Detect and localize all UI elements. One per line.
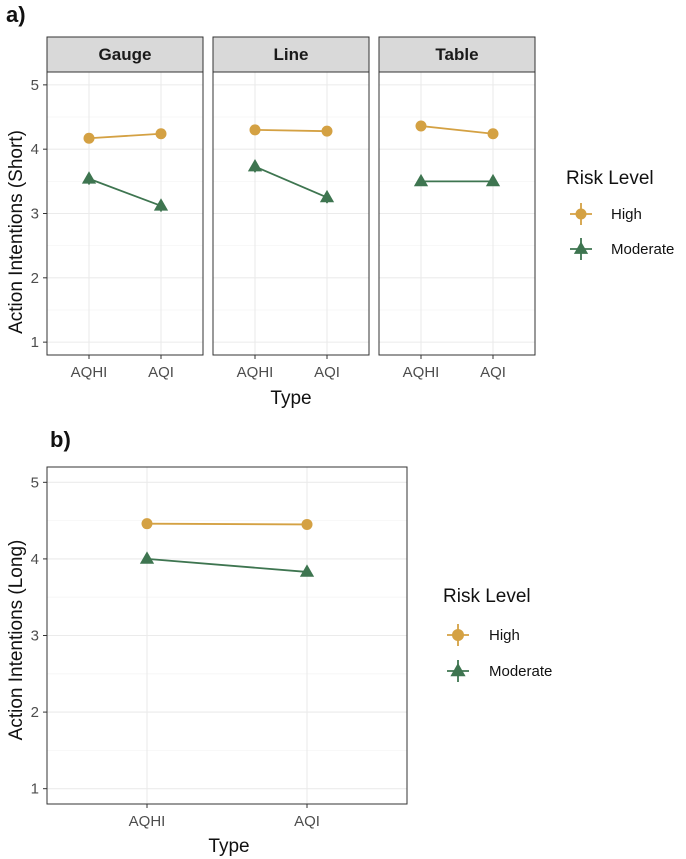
facet-gauge-y-tick-label: 3 <box>31 206 39 223</box>
facet-table-point-moderate-aqi <box>485 173 501 187</box>
legend-b-key-marker-high <box>452 629 464 641</box>
facet-table-plot: Table AQHI AQI <box>378 36 536 381</box>
facet-gauge-point-moderate-aqhi <box>81 171 97 184</box>
facet-gauge-y-tick-label: 4 <box>31 141 39 158</box>
panel-b-y-tick-label: 3 <box>31 628 39 645</box>
facet-line-point-moderate-aqhi <box>247 159 263 172</box>
panel-b-point-moderate-aqi <box>299 564 315 577</box>
panel-b-series-line-high <box>146 522 308 526</box>
facet-line-series-line-moderate <box>254 165 328 199</box>
legend-a-key-marker-moderate <box>573 241 589 254</box>
facet-line-x-tick-label: AQI <box>314 364 340 381</box>
facet-gauge-point-moderate-aqi <box>153 198 169 211</box>
facet-table-point-high-aqi <box>487 128 499 140</box>
facet-gauge-series-line-high <box>88 132 162 140</box>
facet-gauge-plot: Gauge AQHI AQI 1 2 3 4 5 <box>31 36 204 381</box>
panel-b-point-high-aqi <box>301 518 313 530</box>
legend-b-label-high: High <box>489 627 520 644</box>
facet-gauge-strip <box>46 36 204 73</box>
panel-b-point-moderate-aqhi <box>139 551 155 564</box>
legend-b: Risk Level High Moderate <box>443 586 552 682</box>
panel-b-x-tick-label: AQHI <box>129 813 166 830</box>
panel-a-label: a) <box>6 2 26 27</box>
facet-table-strip-label: Table <box>435 45 478 64</box>
legend-a-key-marker-high <box>575 208 587 220</box>
facet-line-x-tick-label: AQHI <box>237 364 274 381</box>
facet-line-series-line-high <box>254 128 328 133</box>
panel-b-y-tick-label: 2 <box>31 704 39 721</box>
legend-b-key-marker-moderate <box>450 663 466 677</box>
panel-b-plot: AQHI AQI 1 2 3 4 5 <box>31 466 408 830</box>
facet-gauge-y-tick-label: 1 <box>31 334 39 351</box>
facet-table-strip <box>378 36 536 73</box>
facet-table-point-high-aqhi <box>415 120 427 132</box>
legend-b-label-moderate: Moderate <box>489 663 552 680</box>
facet-line-point-high-aqi <box>321 125 333 137</box>
legend-a-label-high: High <box>611 206 642 223</box>
panel-b-y-tick-label: 1 <box>31 781 39 798</box>
facet-gauge-y-tick-label: 2 <box>31 270 39 287</box>
legend-a-title: Risk Level <box>566 168 654 189</box>
facet-table-series-line-high <box>420 125 494 135</box>
facet-table-point-moderate-aqhi <box>413 173 429 187</box>
legend-a-label-moderate: Moderate <box>611 241 674 258</box>
facet-line-plot: Line AQHI AQI <box>212 36 370 381</box>
panel-a-x-title: Type <box>270 388 311 409</box>
facet-gauge-y-tick-label: 5 <box>31 77 39 94</box>
facet-line-strip <box>212 36 370 73</box>
facet-table-x-tick-label: AQHI <box>403 364 440 381</box>
legend-a: Risk Level High Moderate <box>566 168 674 260</box>
facet-gauge-x-tick-label: AQI <box>148 364 174 381</box>
facet-line-point-moderate-aqi <box>319 189 335 203</box>
panel-b-series-line-moderate <box>146 558 308 573</box>
facet-gauge-strip-label: Gauge <box>99 45 152 64</box>
panel-a-y-title: Action Intentions (Short) <box>6 130 27 334</box>
panel-b-x-title: Type <box>208 836 249 857</box>
legend-b-title: Risk Level <box>443 586 531 607</box>
panel-b-point-high-aqhi <box>141 518 153 530</box>
panel-b-y-title: Action Intentions (Long) <box>6 540 27 741</box>
facet-line-strip-label: Line <box>274 45 309 64</box>
facet-gauge-x-tick-label: AQHI <box>71 364 108 381</box>
facet-gauge-series-line-moderate <box>88 177 162 207</box>
panel-b-label: b) <box>50 427 71 452</box>
facet-gauge-point-high-aqhi <box>83 132 95 144</box>
panel-b-x-tick-label: AQI <box>294 813 320 830</box>
panel-b-y-tick-label: 5 <box>31 474 39 491</box>
panel-b-y-tick-label: 4 <box>31 551 39 568</box>
facet-gauge-point-high-aqi <box>155 128 167 140</box>
facet-line-point-high-aqhi <box>249 124 261 136</box>
facet-table-x-tick-label: AQI <box>480 364 506 381</box>
